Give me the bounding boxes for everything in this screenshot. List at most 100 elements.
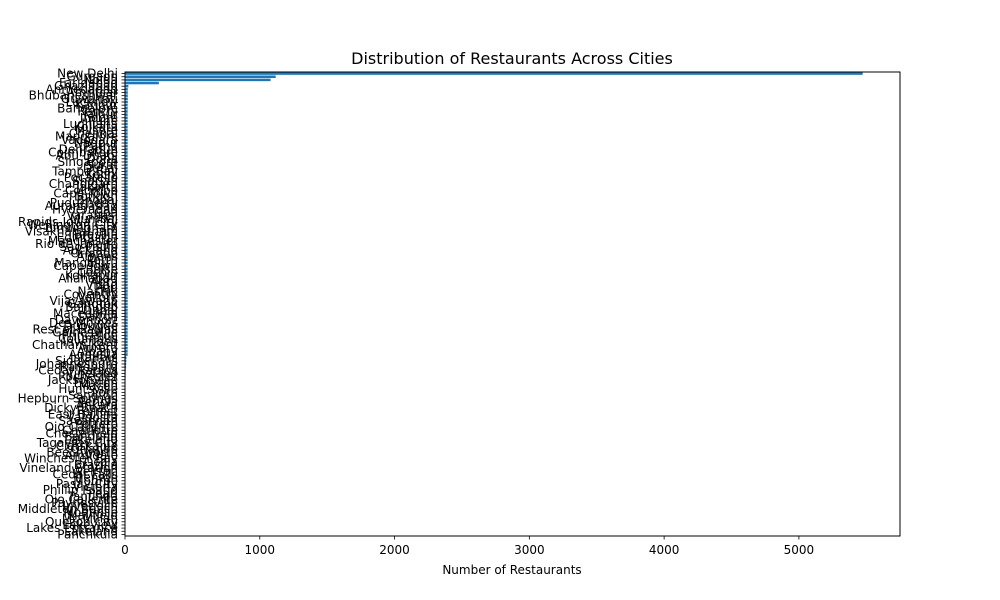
category-labels: New DelhiGurgaonNoidaFaridabadGhaziabadA… <box>18 67 125 541</box>
bar <box>125 141 128 145</box>
bar <box>125 189 128 192</box>
category-label: Dubuque <box>63 319 118 333</box>
category-label: Visakhapatnam <box>25 224 118 238</box>
category-label: Dubai <box>83 161 118 175</box>
category-label: Faridabad <box>59 76 118 90</box>
category-label: Athens <box>76 250 118 264</box>
bar <box>125 356 127 359</box>
category-label: Cape Town <box>53 259 118 273</box>
x-axis-label: Number of Restaurants <box>442 563 581 577</box>
category-label: Inverloch <box>63 499 118 513</box>
category-label: Chesterfield <box>45 426 118 440</box>
category-label: Armidale <box>64 449 118 463</box>
bar <box>125 110 128 113</box>
category-label: Columbus <box>58 332 118 346</box>
category-label: Birmingham <box>45 221 118 235</box>
category-label: Augusta <box>69 348 118 362</box>
category-label: Vellore <box>77 291 118 305</box>
category-label: Macon <box>79 379 118 393</box>
bar <box>125 125 128 129</box>
bar <box>125 312 128 315</box>
category-label: Kolkata <box>74 120 118 134</box>
category-label: Savannah <box>58 414 118 428</box>
bar <box>125 334 128 337</box>
category-label: Coimbatore <box>48 145 118 159</box>
category-label: Mysore <box>75 123 118 137</box>
category-label: Tagaytay City <box>36 436 118 450</box>
category-label: Patna <box>84 139 118 153</box>
category-label: Indore <box>80 111 118 125</box>
category-label: Sioux Falls <box>55 354 118 368</box>
category-label: Ranchi <box>77 104 118 118</box>
category-label: Lakeland <box>64 524 118 538</box>
bar <box>125 214 128 217</box>
bar <box>125 138 128 142</box>
category-label: Auckland <box>63 243 118 257</box>
bar <box>125 324 128 328</box>
category-label: Weirton <box>72 464 118 478</box>
bar <box>125 252 128 255</box>
bars-layer <box>125 72 863 536</box>
bar <box>125 151 128 154</box>
bar <box>125 331 128 334</box>
category-label: Chandigarh <box>49 177 118 191</box>
category-label: Abu Dhabi <box>56 149 118 163</box>
category-label: Lakes Entrance <box>26 521 118 535</box>
category-label: Boise <box>85 262 118 276</box>
category-label: Randburg <box>60 360 118 374</box>
bar <box>125 286 128 290</box>
category-label: Bhubaneshwar <box>29 89 118 103</box>
category-label: Beechworth <box>46 445 118 459</box>
category-label: Cedar Falls <box>52 467 118 481</box>
category-label: Istanbul <box>70 351 118 365</box>
category-label: Rest of Hawaii <box>32 322 118 336</box>
category-label: Lucknow <box>66 95 119 109</box>
category-label: Rapids-Iowa City <box>18 215 118 229</box>
bar <box>125 75 276 78</box>
category-label: Ankara <box>76 398 118 412</box>
category-label: Dicky Beach <box>44 401 118 415</box>
bar <box>125 290 128 293</box>
bar <box>125 220 128 224</box>
bar <box>125 346 128 350</box>
category-label: Chatham-Kent <box>32 338 118 352</box>
bar <box>125 72 863 75</box>
bar <box>125 327 128 331</box>
bar <box>125 245 128 249</box>
category-label: Monroe <box>73 474 118 488</box>
category-label: Jacksonville <box>47 373 118 387</box>
bar <box>125 154 128 157</box>
bar <box>125 157 128 161</box>
category-label: Orlando <box>70 442 118 456</box>
category-label: Guwahati <box>61 92 118 106</box>
bar <box>125 211 128 214</box>
category-label: Noida <box>83 73 118 87</box>
bar <box>125 179 128 183</box>
bar <box>125 94 128 97</box>
bar <box>125 239 128 243</box>
category-label: Manchester <box>48 234 118 248</box>
bar <box>125 170 128 173</box>
category-label: London <box>74 190 118 204</box>
category-label: Bhopal <box>77 193 118 207</box>
bar <box>125 116 128 120</box>
category-label: Cedar Rapids <box>38 363 118 377</box>
category-label: Nagpur <box>74 136 118 150</box>
bar <box>125 226 128 230</box>
category-label: Vineland Station <box>19 461 118 475</box>
category-label: Bangalore <box>57 101 118 115</box>
category-label: Amritsar <box>67 86 118 100</box>
category-label: Sao Paulo <box>60 240 118 254</box>
category-label: Ojo Caliente <box>45 420 118 434</box>
bar <box>125 293 128 296</box>
bar <box>125 103 128 107</box>
category-label: Gainesville <box>52 325 118 339</box>
category-label: Mangaluru <box>54 256 118 270</box>
bar <box>125 255 128 258</box>
bar <box>125 261 128 265</box>
bar <box>125 182 128 186</box>
bar <box>125 113 128 116</box>
category-label: Albany <box>77 344 118 358</box>
bar <box>125 365 127 369</box>
category-label: Pasay City <box>56 477 118 491</box>
